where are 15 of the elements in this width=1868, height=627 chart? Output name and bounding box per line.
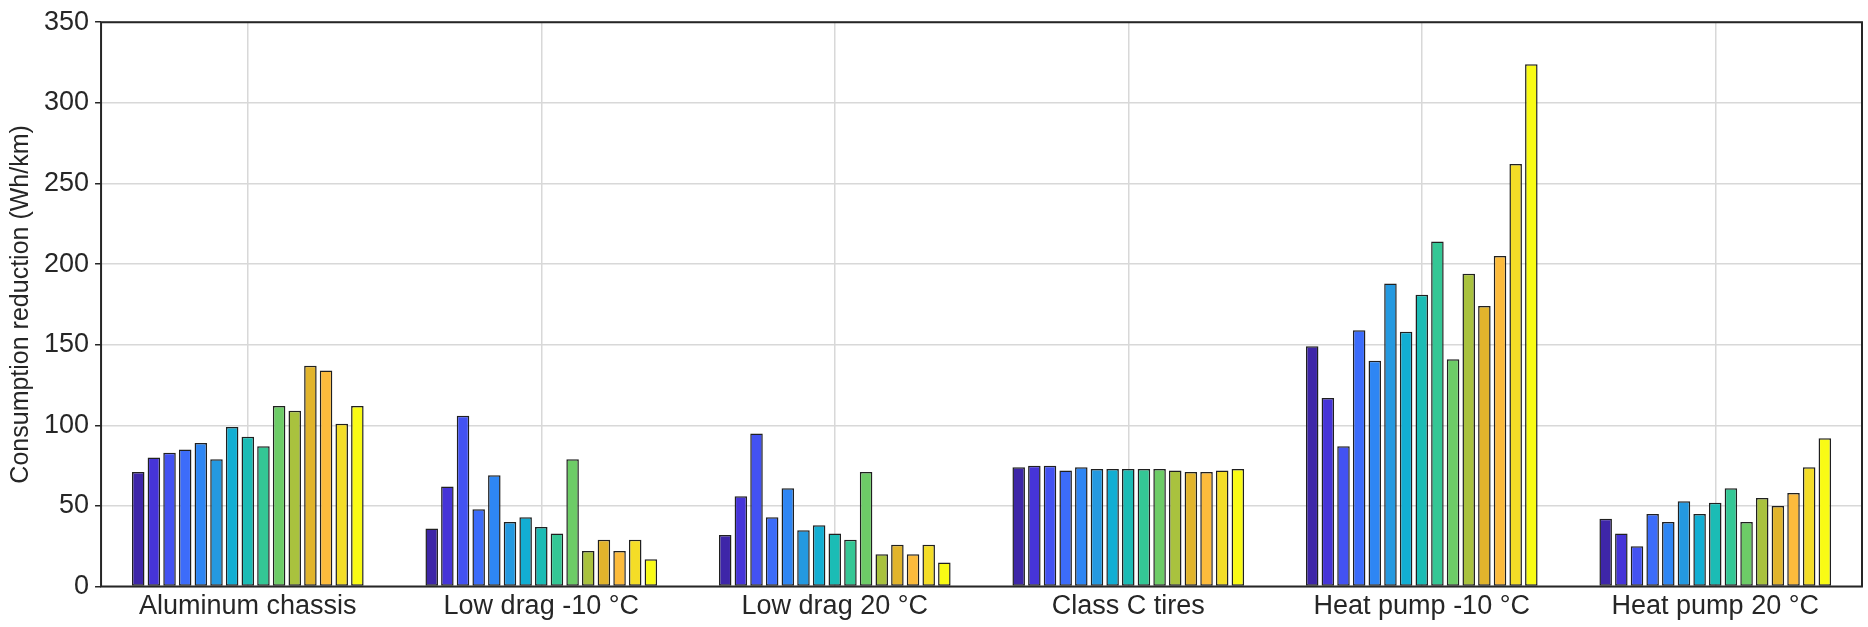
x-tick-label: Low drag -10 °C (443, 590, 639, 621)
y-tick-label: 300 (43, 86, 90, 117)
x-tick-label: Low drag 20 °C (741, 590, 928, 621)
x-tick-label: Aluminum chassis (139, 590, 357, 621)
y-tick-label: 0 (74, 570, 90, 601)
y-axis-title: Consumption reduction (Wh/km) (4, 125, 33, 484)
y-tick-label: 350 (43, 5, 90, 36)
x-tick-label: Heat pump -10 °C (1313, 590, 1530, 621)
y-tick-label: 150 (43, 328, 90, 359)
x-tick-label: Class C tires (1051, 590, 1205, 621)
y-tick-label: 50 (59, 489, 90, 520)
y-tick-label: 100 (43, 408, 90, 439)
y-tick-label: 250 (43, 166, 90, 197)
y-tick-label: 200 (43, 247, 90, 278)
x-tick-label: Heat pump 20 °C (1611, 590, 1819, 621)
